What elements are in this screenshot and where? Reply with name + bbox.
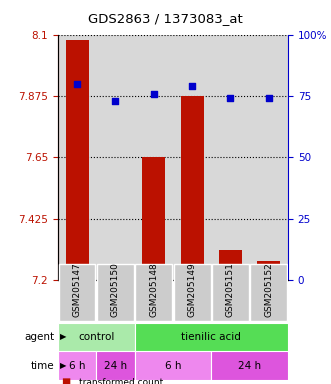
FancyBboxPatch shape [135, 351, 211, 380]
Text: 6 h: 6 h [69, 361, 85, 371]
Text: 24 h: 24 h [104, 361, 127, 371]
FancyBboxPatch shape [250, 264, 287, 321]
Text: GSM205150: GSM205150 [111, 262, 120, 317]
Text: GSM205151: GSM205151 [226, 262, 235, 317]
Point [266, 95, 271, 101]
Bar [142, 157, 165, 280]
FancyBboxPatch shape [58, 323, 135, 351]
FancyBboxPatch shape [174, 264, 211, 321]
Point [228, 95, 233, 101]
FancyBboxPatch shape [97, 264, 134, 321]
Bar [104, 278, 127, 280]
Text: ■: ■ [61, 377, 71, 384]
Text: tienilic acid: tienilic acid [181, 332, 241, 342]
Text: GSM205148: GSM205148 [149, 262, 158, 317]
FancyBboxPatch shape [96, 351, 135, 380]
Text: GDS2863 / 1373083_at: GDS2863 / 1373083_at [88, 12, 243, 25]
FancyBboxPatch shape [59, 264, 96, 321]
FancyBboxPatch shape [211, 351, 288, 380]
Bar [219, 250, 242, 280]
Text: time: time [31, 361, 55, 371]
Bar [257, 261, 280, 280]
Point [74, 81, 80, 87]
FancyBboxPatch shape [58, 351, 96, 380]
Text: agent: agent [24, 332, 55, 342]
Text: ▶: ▶ [60, 361, 66, 370]
FancyBboxPatch shape [212, 264, 249, 321]
Text: 24 h: 24 h [238, 361, 261, 371]
Text: GSM205147: GSM205147 [72, 262, 82, 317]
Text: control: control [78, 332, 115, 342]
Bar [181, 96, 204, 280]
Point [151, 91, 157, 97]
Point [189, 83, 195, 89]
Text: GSM205149: GSM205149 [188, 262, 197, 317]
Text: ▶: ▶ [60, 333, 66, 341]
FancyBboxPatch shape [135, 264, 172, 321]
Text: GSM205152: GSM205152 [264, 262, 273, 317]
Bar [66, 40, 89, 280]
Point [113, 98, 118, 104]
FancyBboxPatch shape [135, 323, 288, 351]
Text: 6 h: 6 h [165, 361, 181, 371]
Text: transformed count: transformed count [79, 377, 164, 384]
